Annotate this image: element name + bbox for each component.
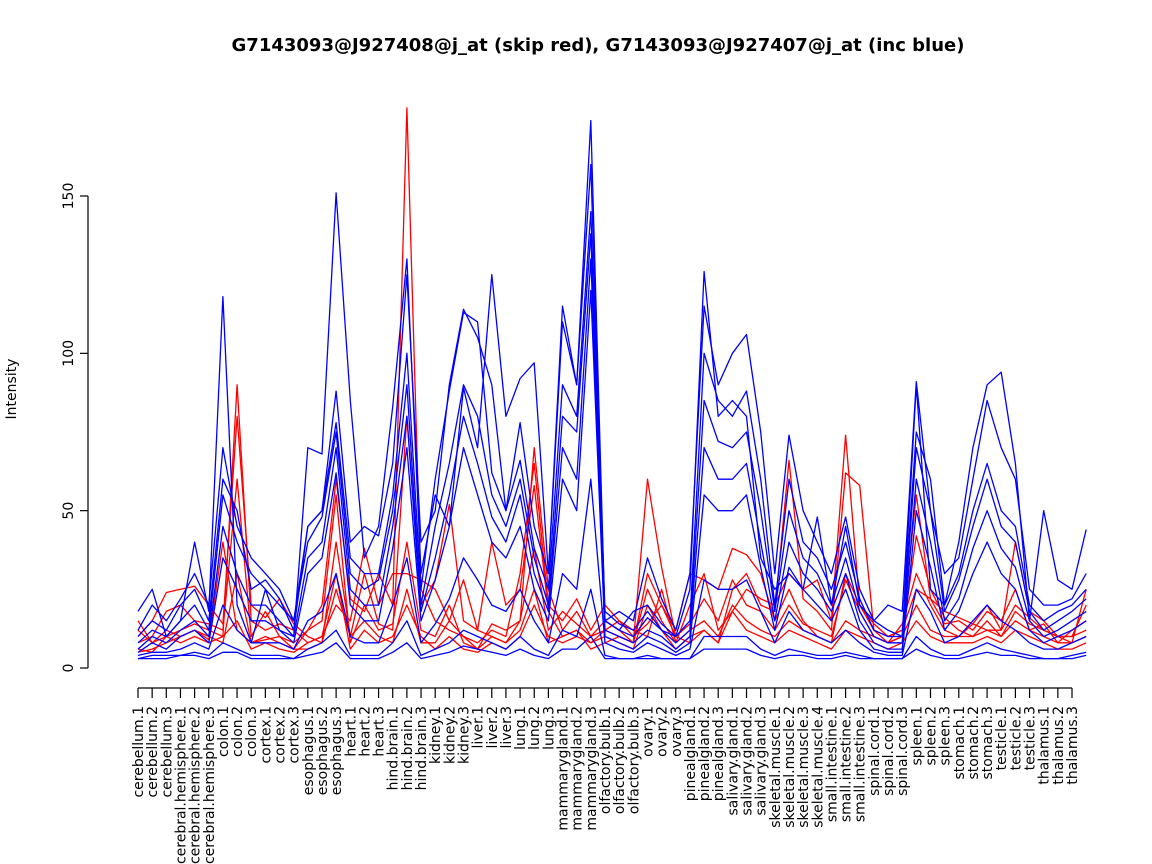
x-tick-label: cerebral.hemisphere.2 [188, 706, 204, 864]
inc-blue-series-line [137, 289, 1087, 653]
x-tick-label: colon.1 [216, 706, 232, 757]
x-tick-label: lung.1 [513, 706, 529, 750]
x-tick-label: kidney.3 [457, 706, 473, 764]
x-tick-label: cerebral.hemisphere.1 [174, 706, 190, 864]
x-tick-label: hind.brain.2 [400, 706, 416, 790]
x-tick-label: cortex.3 [287, 706, 303, 764]
y-tick-label: 0 [61, 664, 77, 673]
x-tick-label: cortex.2 [273, 706, 289, 764]
x-tick-label: esophagus.3 [329, 706, 345, 795]
y-tick-label: 100 [61, 340, 77, 367]
x-tick-label: skeletal.muscle.1 [768, 706, 784, 828]
x-tick-label: liver.2 [485, 706, 501, 749]
x-tick-label: liver.3 [499, 706, 515, 749]
x-tick-label: stomach.3 [980, 706, 996, 780]
x-tick-label: esophagus.1 [301, 706, 317, 795]
x-tick-label: thalamus.3 [1065, 706, 1081, 785]
x-tick-label: olfactory.bulb.2 [612, 706, 628, 814]
x-tick-label: cerebellum.1 [131, 706, 147, 798]
x-tick-label: esophagus.2 [315, 706, 331, 795]
x-tick-label: hind.brain.3 [414, 706, 430, 790]
y-tick-label: 50 [61, 502, 77, 520]
x-tick-label: salivary.gland.1 [725, 706, 741, 815]
x-tick-label: mammarygland.1 [556, 706, 572, 831]
series-layer [137, 107, 1087, 660]
y-axis: 0 50 100 150 [61, 183, 89, 673]
x-tick-label: small.intestine.1 [824, 706, 840, 822]
chart-title: G7143093@J927408@j_at (skip red), G71430… [232, 35, 965, 56]
x-tick-label: testicle.2 [1008, 706, 1024, 770]
x-tick-label: lung.2 [527, 706, 543, 750]
inc-blue-series-line [138, 635, 1087, 660]
x-tick-label: olfactory.bulb.3 [626, 706, 642, 814]
x-tick-label: colon.2 [230, 706, 246, 757]
x-tick-label: colon.3 [244, 706, 260, 757]
x-tick-label: spleen.1 [909, 706, 925, 766]
inc-blue-series-line [137, 478, 1087, 657]
x-tick-label: thalamus.2 [1051, 706, 1067, 785]
x-tick-label: spinal.cord.1 [867, 706, 883, 796]
x-tick-label: heart.2 [357, 706, 373, 757]
x-tick-label: mammarygland.2 [570, 706, 586, 831]
x-tick-label: mammarygland.3 [584, 706, 600, 831]
x-tick-label: spinal.cord.2 [881, 706, 897, 796]
x-axis: cerebellum.1cerebellum.2cerebellum.3cere… [131, 687, 1081, 864]
x-tick-label: testicle.3 [1023, 706, 1039, 770]
x-tick-label: ovary.1 [641, 706, 657, 757]
x-tick-label: heart.1 [343, 706, 359, 757]
x-tick-label: small.intestine.2 [839, 706, 855, 822]
x-tick-label: kidney.1 [428, 706, 444, 764]
x-tick-label: stomach.2 [966, 706, 982, 780]
x-tick-label: hind.brain.1 [386, 706, 402, 790]
inc-blue-series-line [137, 588, 1087, 660]
x-tick-label: skeletal.muscle.3 [796, 706, 812, 828]
x-tick-label: thalamus.1 [1037, 706, 1053, 785]
x-tick-label: stomach.1 [952, 706, 968, 780]
x-tick-label: small.intestine.3 [853, 706, 869, 822]
x-tick-label: skeletal.muscle.4 [810, 706, 826, 828]
x-tick-label: salivary.gland.2 [740, 706, 756, 815]
inc-blue-series-line [137, 211, 1087, 638]
x-tick-label: olfactory.bulb.1 [598, 706, 614, 814]
x-tick-label: kidney.2 [442, 706, 458, 764]
x-tick-label: pinealgland.3 [711, 706, 727, 801]
x-tick-label: skeletal.muscle.2 [782, 706, 798, 828]
x-tick-label: lung.3 [541, 706, 557, 750]
x-tick-label: liver.1 [471, 706, 487, 749]
y-axis-label: Intensity [4, 359, 20, 420]
x-tick-label: cerebral.hemisphere.3 [202, 706, 218, 864]
x-tick-label: spleen.2 [924, 706, 940, 766]
x-tick-label: cerebellum.3 [159, 706, 175, 798]
x-tick-label: ovary.2 [655, 706, 671, 757]
inc-blue-series-line [137, 258, 1087, 650]
x-tick-label: pinealgland.1 [683, 706, 699, 801]
inc-blue-series-line [137, 163, 1087, 631]
y-tick-label: 150 [61, 183, 77, 210]
x-tick-label: spleen.3 [938, 706, 954, 766]
x-tick-label: testicle.1 [994, 706, 1010, 770]
x-tick-label: heart.3 [372, 706, 388, 757]
x-tick-label: salivary.gland.3 [754, 706, 770, 815]
inc-blue-series-line [137, 119, 1087, 644]
x-tick-label: cerebellum.2 [145, 706, 161, 798]
x-tick-label: cortex.1 [258, 706, 274, 764]
x-tick-label: pinealgland.2 [697, 706, 713, 801]
inc-blue-series-line [137, 233, 1087, 644]
x-tick-label: ovary.3 [669, 706, 685, 757]
x-tick-label: spinal.cord.3 [895, 706, 911, 796]
